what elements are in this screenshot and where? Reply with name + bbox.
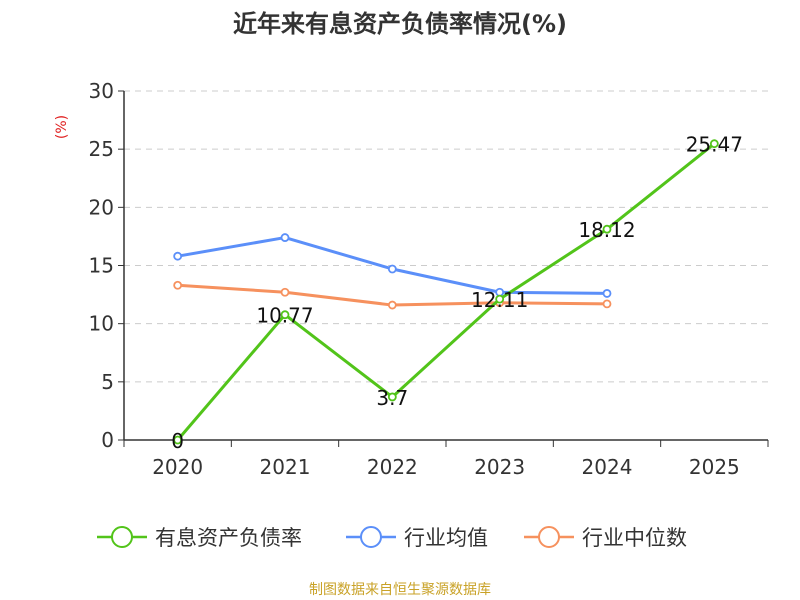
data-point	[280, 287, 290, 297]
axes	[118, 90, 769, 447]
data-point	[495, 294, 505, 304]
x-tick-label: 2024	[582, 455, 633, 479]
x-tick-label: 2020	[152, 455, 203, 479]
data-point	[173, 251, 183, 261]
y-tick-label: 10	[89, 312, 114, 336]
data-labels: 0 10.77 3.7 12.11 18.12 25.47	[171, 133, 743, 453]
data-point	[387, 264, 397, 274]
data-label: 18.12	[578, 218, 635, 242]
x-tick-label: 2022	[367, 455, 418, 479]
series-line	[176, 142, 716, 441]
y-tick-label: 30	[89, 79, 114, 103]
legend-label: 行业均值	[404, 526, 488, 550]
data-point	[602, 299, 612, 309]
y-axis-unit: (%)	[54, 115, 70, 139]
data-point	[602, 289, 612, 298]
chart-title: 近年来有息资产负债率情况(%)	[233, 10, 567, 38]
data-point	[387, 392, 397, 402]
data-label: 0	[171, 429, 184, 453]
legend-label: 有息资产负债率	[155, 526, 302, 550]
grid-lines	[124, 90, 768, 383]
legend-swatch-marker	[111, 526, 133, 548]
y-tick-label: 5	[101, 370, 114, 394]
data-point	[602, 224, 612, 234]
data-label: 12.11	[471, 288, 528, 312]
x-tick-label: 2025	[689, 455, 740, 479]
data-point	[709, 139, 719, 149]
y-tick-label: 0	[101, 428, 114, 452]
data-point	[173, 280, 183, 290]
data-label: 25.47	[686, 133, 743, 157]
data-point	[387, 300, 397, 310]
legend-label: 行业中位数	[582, 526, 687, 550]
y-tick-label: 25	[89, 137, 114, 161]
data-label: 3.7	[376, 386, 408, 410]
legend: 有息资产负债率 行业均值 行业中位数	[97, 526, 687, 550]
data-point	[280, 310, 290, 320]
data-point	[173, 435, 183, 445]
series-group	[173, 139, 719, 445]
y-tick-labels: 0 5 10 15 20 25 30	[89, 79, 114, 452]
source-note: 制图数据来自恒生聚源数据库	[309, 582, 491, 598]
legend-swatch-marker	[360, 526, 382, 548]
x-tick-label: 2021	[260, 455, 311, 479]
x-tick-labels: 2020 2021 2022 2023 2024 2025	[152, 455, 740, 479]
y-tick-label: 15	[89, 254, 114, 278]
data-point	[280, 233, 290, 242]
x-tick-label: 2023	[474, 455, 525, 479]
data-label: 10.77	[256, 304, 313, 328]
y-tick-label: 20	[89, 195, 114, 219]
legend-swatch-marker	[538, 526, 560, 548]
